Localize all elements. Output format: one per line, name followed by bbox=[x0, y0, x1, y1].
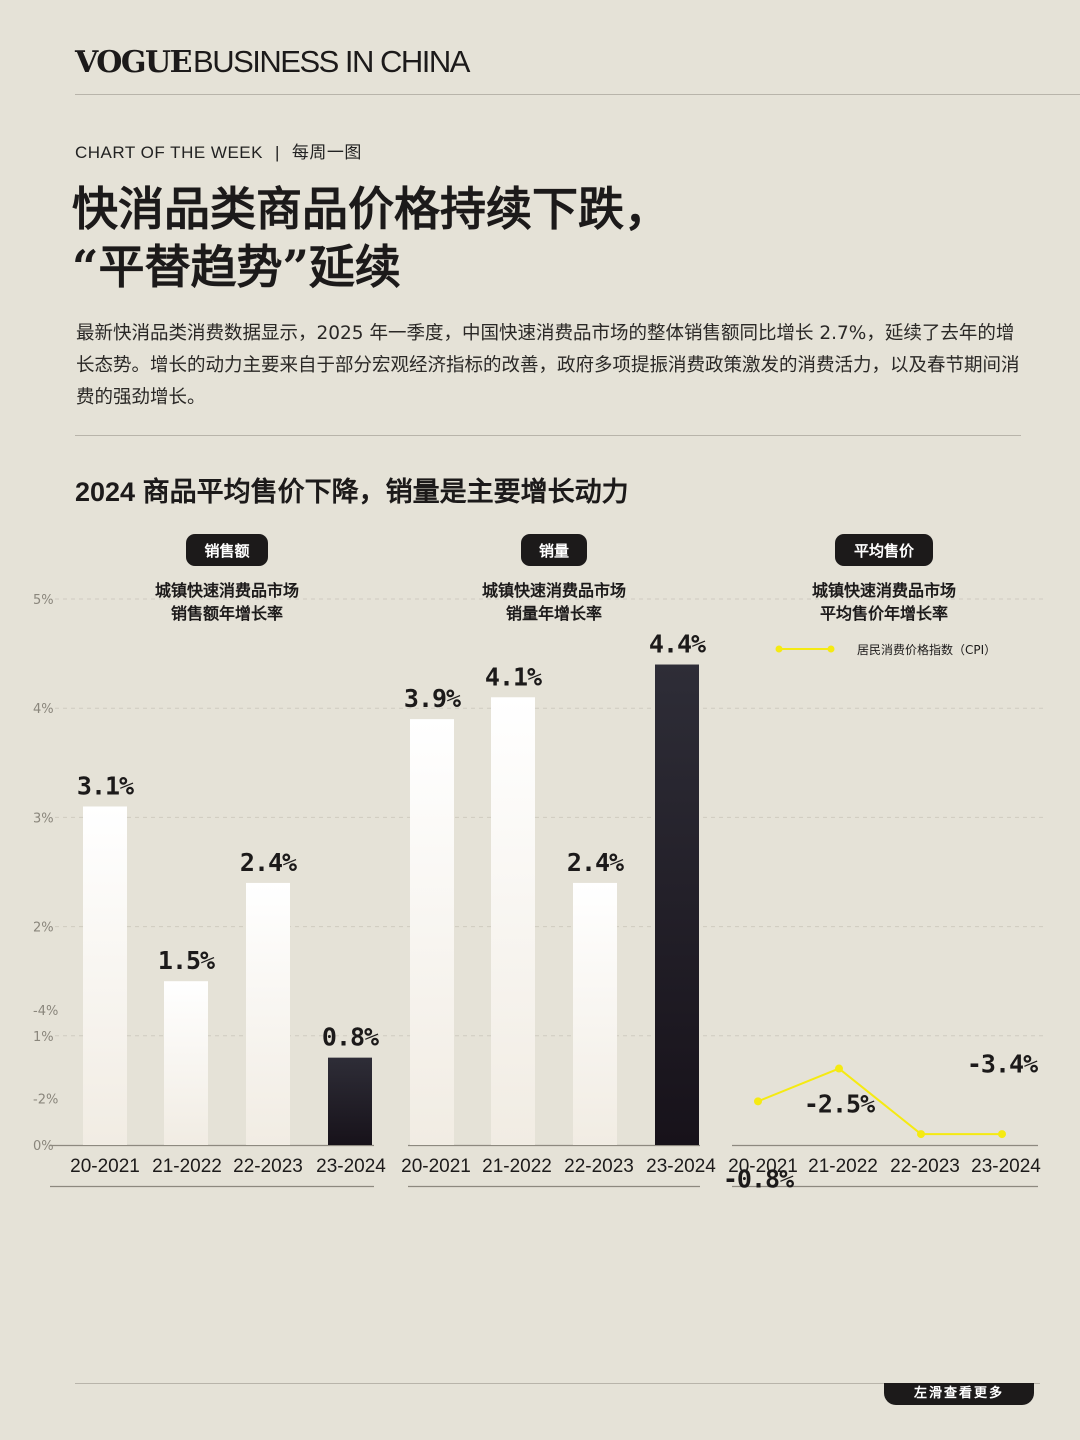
category-label: 23-2024 bbox=[316, 1156, 386, 1177]
legend-label: 居民消费价格指数（CPI） bbox=[857, 642, 996, 657]
swipe-more-button[interactable]: 左滑查看更多 bbox=[884, 1383, 1034, 1405]
bar-value-label: 2.4% bbox=[240, 848, 297, 877]
category-label: 22-2023 bbox=[564, 1156, 634, 1177]
legend-marker bbox=[827, 645, 835, 653]
cpi-point bbox=[998, 1130, 1006, 1139]
panel-title-line: 城镇快速消费品市场 bbox=[812, 581, 956, 600]
cpi-line bbox=[757, 1067, 1002, 1136]
bar-value-label: 1.5% bbox=[158, 946, 215, 975]
legend-marker bbox=[775, 645, 783, 653]
panel-tag-pill bbox=[186, 534, 268, 566]
panel-tag-label: 销量 bbox=[539, 542, 569, 560]
headline-line-2: “平替趋势”延续 bbox=[72, 240, 401, 294]
intro-paragraph: 最新快消品类消费数据显示，2025 年一季度，中国快速消费品市场的整体销售额同比… bbox=[76, 323, 1020, 408]
bar bbox=[246, 882, 290, 1145]
bar bbox=[573, 882, 617, 1145]
bar-value-label: -0.8% bbox=[723, 1165, 794, 1194]
y-tick-label: 2% bbox=[33, 921, 54, 936]
panel-title-line: 平均售价年增长率 bbox=[820, 604, 948, 623]
y-tick-label: 3% bbox=[33, 811, 54, 826]
bar-value-label: 4.1% bbox=[485, 662, 542, 691]
y-tick-label: 4% bbox=[33, 702, 54, 717]
panel-tag-label: 销售额 bbox=[204, 542, 249, 560]
chart-subhead: 2024 商品平均售价下降，销量是主要增长动力 bbox=[75, 477, 629, 507]
category-label: 20-2021 bbox=[70, 1156, 140, 1177]
brand-masthead: VOGUE BUSINESS IN CHINA bbox=[75, 44, 470, 84]
bottom-divider bbox=[75, 1383, 1040, 1384]
cpi-point bbox=[835, 1064, 843, 1073]
bar-value-label: 3.9% bbox=[404, 684, 461, 713]
category-label: 22-2023 bbox=[233, 1156, 303, 1177]
panel-tag-pill bbox=[521, 534, 587, 566]
cpi-point bbox=[917, 1130, 925, 1139]
panel-tag-pill bbox=[835, 534, 933, 566]
panel-title-line: 销售额年增长率 bbox=[171, 604, 283, 623]
y-tick-label: 1% bbox=[33, 1030, 54, 1045]
category-label: 22-2023 bbox=[890, 1156, 960, 1177]
category-label: 20-2021 bbox=[728, 1156, 798, 1177]
growth-charts: 5%4%3%2%1%0%-2%-4%销售额城镇快速消费品市场销售额年增长率3.1… bbox=[33, 534, 1045, 1194]
bar bbox=[410, 719, 454, 1145]
category-label: 21-2022 bbox=[808, 1156, 878, 1177]
top-divider bbox=[75, 94, 1080, 95]
section-divider bbox=[75, 435, 1021, 436]
bar bbox=[491, 697, 535, 1145]
bar bbox=[328, 1057, 372, 1145]
y-tick-label: -2% bbox=[33, 1092, 58, 1107]
kicker: CHART OF THE WEEK | 每周一图 bbox=[75, 138, 362, 163]
kicker-separator: | bbox=[274, 143, 280, 162]
category-label: 21-2022 bbox=[152, 1156, 222, 1177]
kicker-en: CHART OF THE WEEK bbox=[75, 143, 263, 162]
bar bbox=[655, 664, 699, 1145]
panel-title-line: 城镇快速消费品市场 bbox=[155, 581, 299, 600]
brand-name: BUSINESS IN CHINA bbox=[193, 44, 470, 79]
panel-tag-label: 平均售价 bbox=[854, 542, 915, 560]
category-label: 23-2024 bbox=[971, 1156, 1041, 1177]
category-label: 21-2022 bbox=[482, 1156, 552, 1177]
panel-title-line: 销量年增长率 bbox=[506, 604, 602, 623]
bar-value-label: 4.4% bbox=[649, 630, 706, 659]
bar bbox=[83, 806, 127, 1145]
headline-line-1: 快消品类商品价格持续下跌， bbox=[72, 182, 670, 236]
panel-title-line: 城镇快速消费品市场 bbox=[482, 581, 626, 600]
y-tick-label: -4% bbox=[33, 1004, 58, 1019]
category-label: 20-2021 bbox=[401, 1156, 471, 1177]
bar bbox=[164, 981, 208, 1145]
category-label: 23-2024 bbox=[646, 1156, 716, 1177]
kicker-zh: 每周一图 bbox=[291, 143, 362, 162]
bar-value-label: -3.4% bbox=[967, 1049, 1038, 1078]
bar-value-label: -2.5% bbox=[804, 1089, 875, 1118]
headline: 快消品类商品价格持续下跌， “平替趋势”延续 bbox=[72, 180, 972, 296]
brand-logo: VOGUE bbox=[75, 45, 193, 80]
y-tick-label: 5% bbox=[33, 593, 54, 608]
y-tick-label: 0% bbox=[33, 1139, 54, 1154]
bar-value-label: 3.1% bbox=[77, 771, 134, 800]
bar-value-label: 2.4% bbox=[567, 848, 624, 877]
cpi-point bbox=[754, 1097, 762, 1106]
bar-value-label: 0.8% bbox=[322, 1023, 379, 1052]
